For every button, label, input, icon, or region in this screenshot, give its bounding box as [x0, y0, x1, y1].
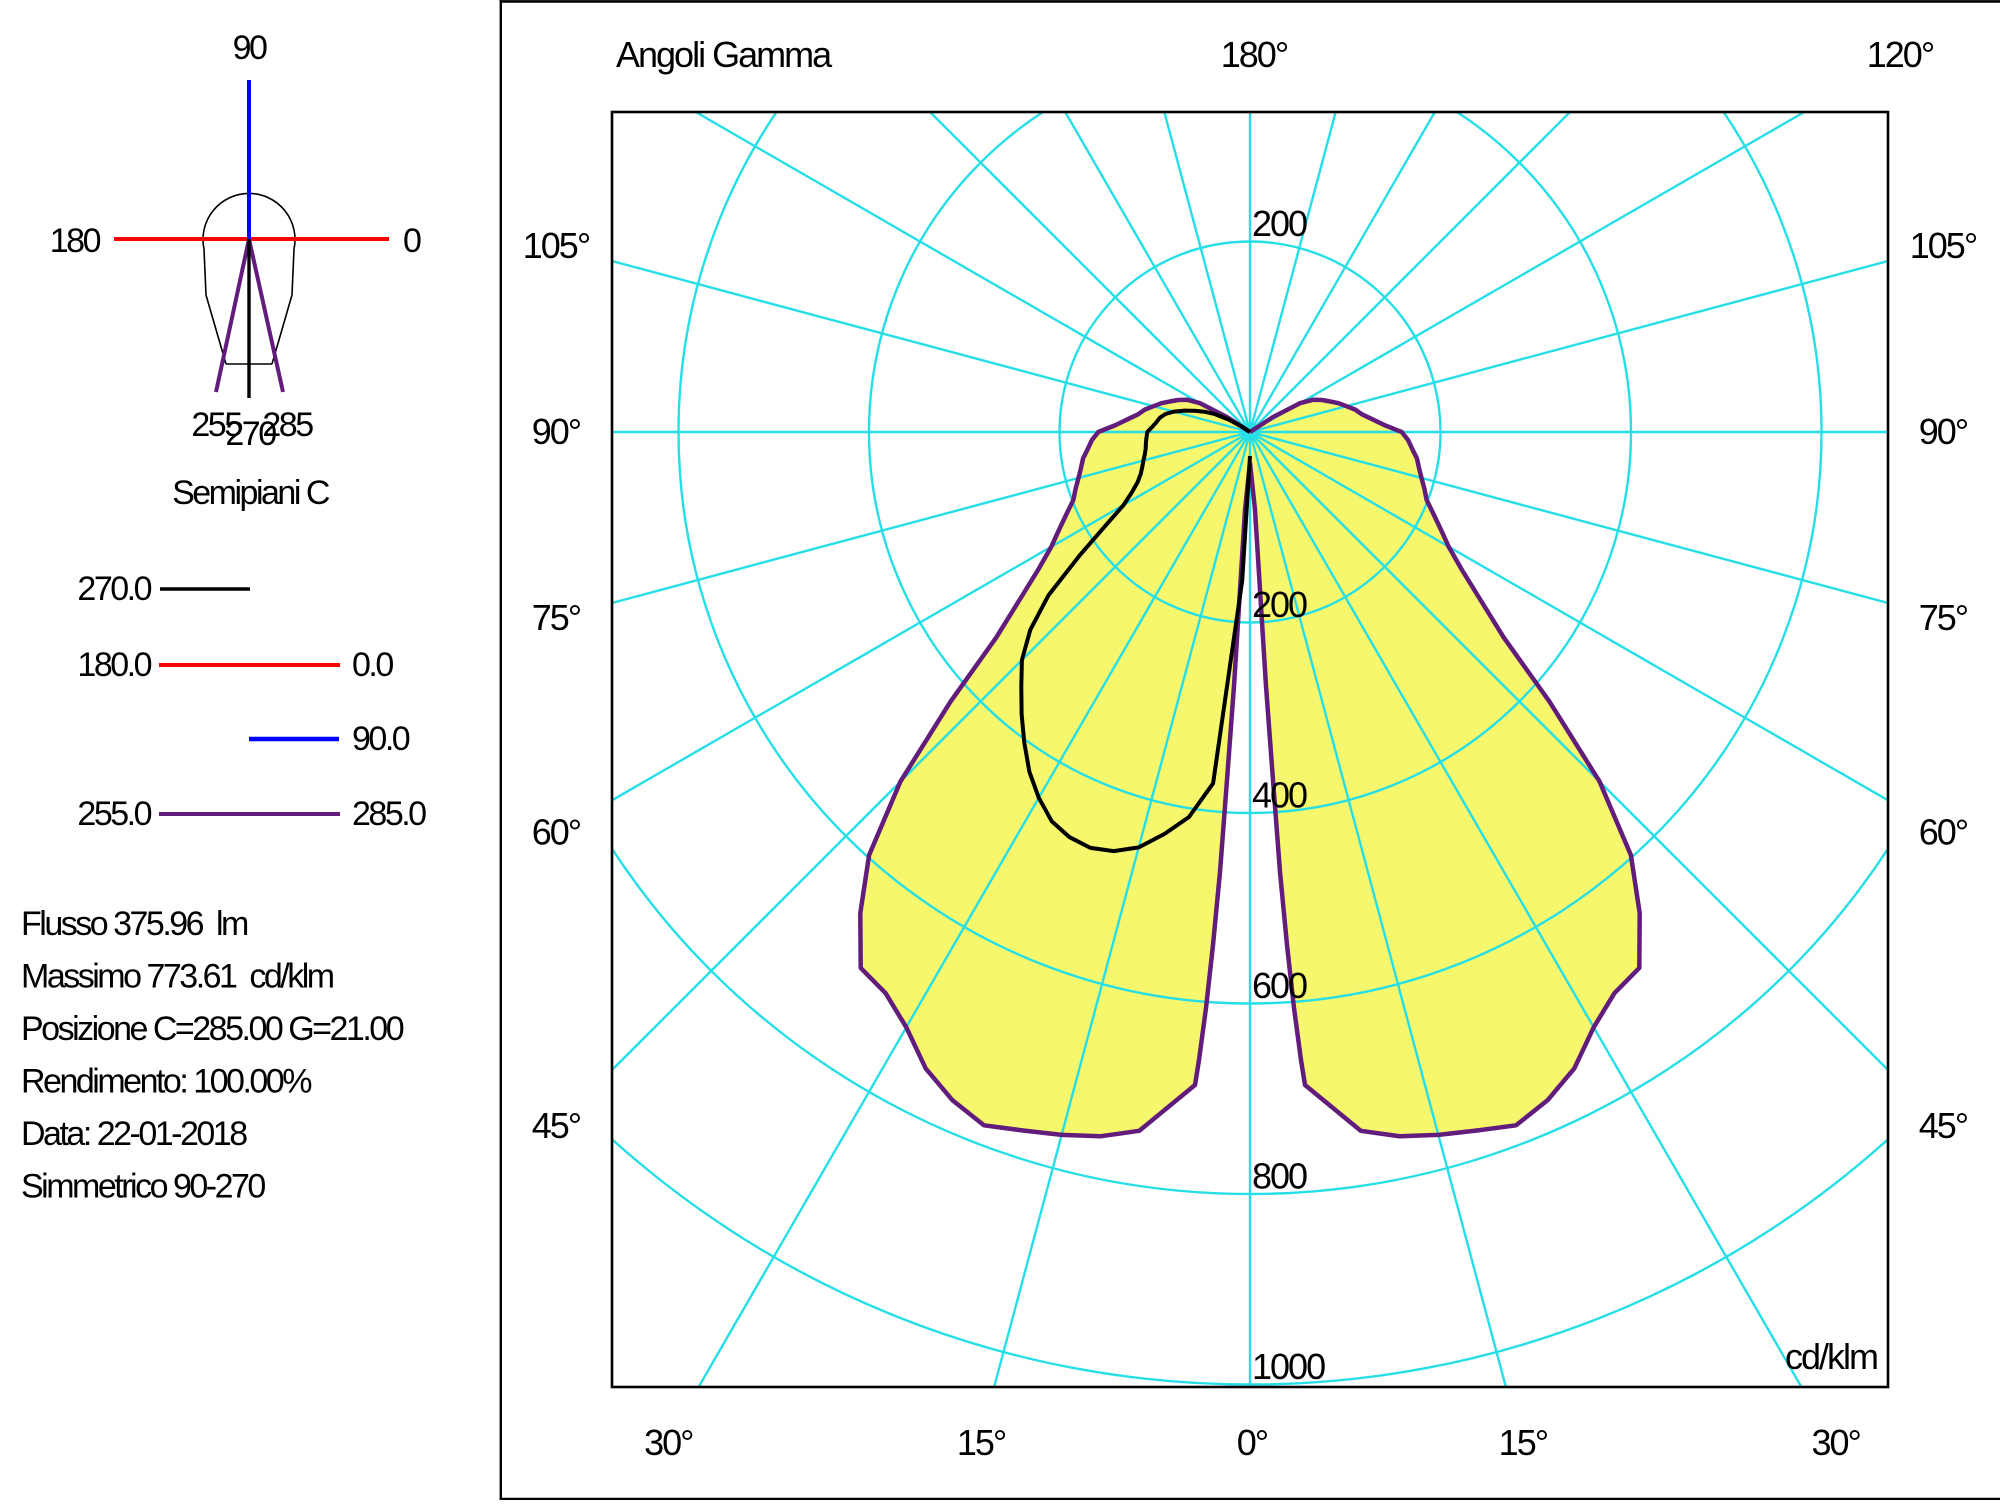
- svg-text:0.0: 0.0: [352, 646, 393, 684]
- svg-text:15°: 15°: [957, 1422, 1006, 1463]
- svg-text:120°: 120°: [1867, 34, 1934, 75]
- svg-text:285: 285: [262, 406, 313, 444]
- svg-text:1000: 1000: [1252, 1346, 1325, 1387]
- svg-text:180°: 180°: [1221, 34, 1288, 75]
- svg-text:30°: 30°: [644, 1422, 693, 1463]
- svg-text:800: 800: [1252, 1156, 1307, 1197]
- svg-text:45°: 45°: [532, 1105, 581, 1146]
- svg-text:200: 200: [1252, 203, 1307, 244]
- svg-text:270.0: 270.0: [77, 570, 151, 608]
- svg-text:75°: 75°: [1919, 597, 1968, 638]
- svg-text:90.0: 90.0: [352, 720, 410, 758]
- svg-text:30°: 30°: [1811, 1422, 1860, 1463]
- svg-text:90°: 90°: [1919, 411, 1968, 452]
- svg-text:cd/klm: cd/klm: [1785, 1336, 1877, 1377]
- svg-text:Data: 22-01-2018: Data: 22-01-2018: [21, 1115, 247, 1153]
- svg-text:Massimo 773.61 cd/klm: Massimo 773.61 cd/klm: [21, 958, 334, 996]
- svg-text:Semipiani C: Semipiani C: [172, 474, 330, 512]
- svg-text:60°: 60°: [1919, 812, 1968, 853]
- svg-text:Posizione C=285.00 G=21.00: Posizione C=285.00 G=21.00: [21, 1010, 404, 1048]
- svg-text:180.0: 180.0: [77, 646, 151, 684]
- svg-text:200: 200: [1252, 584, 1307, 625]
- svg-text:255.0: 255.0: [77, 795, 151, 833]
- svg-text:75°: 75°: [532, 597, 581, 638]
- svg-text:285.0: 285.0: [352, 795, 426, 833]
- svg-text:400: 400: [1252, 775, 1307, 816]
- svg-text:180: 180: [50, 222, 101, 260]
- svg-text:60°: 60°: [532, 812, 581, 853]
- svg-text:600: 600: [1252, 965, 1307, 1006]
- svg-text:Flusso 375.96 lm: Flusso 375.96 lm: [21, 905, 248, 943]
- svg-text:90°: 90°: [532, 411, 581, 452]
- svg-text:Simmetrico 90-270: Simmetrico 90-270: [21, 1168, 265, 1206]
- svg-text:105°: 105°: [523, 225, 590, 266]
- svg-text:Angoli Gamma: Angoli Gamma: [616, 34, 833, 75]
- svg-text:0°: 0°: [1237, 1422, 1268, 1463]
- svg-text:15°: 15°: [1499, 1422, 1548, 1463]
- svg-text:105°: 105°: [1910, 225, 1977, 266]
- svg-text:90: 90: [233, 29, 267, 67]
- svg-text:45°: 45°: [1919, 1105, 1968, 1146]
- svg-text:0: 0: [403, 222, 421, 260]
- svg-text:Rendimento: 100.00%: Rendimento: 100.00%: [21, 1063, 312, 1101]
